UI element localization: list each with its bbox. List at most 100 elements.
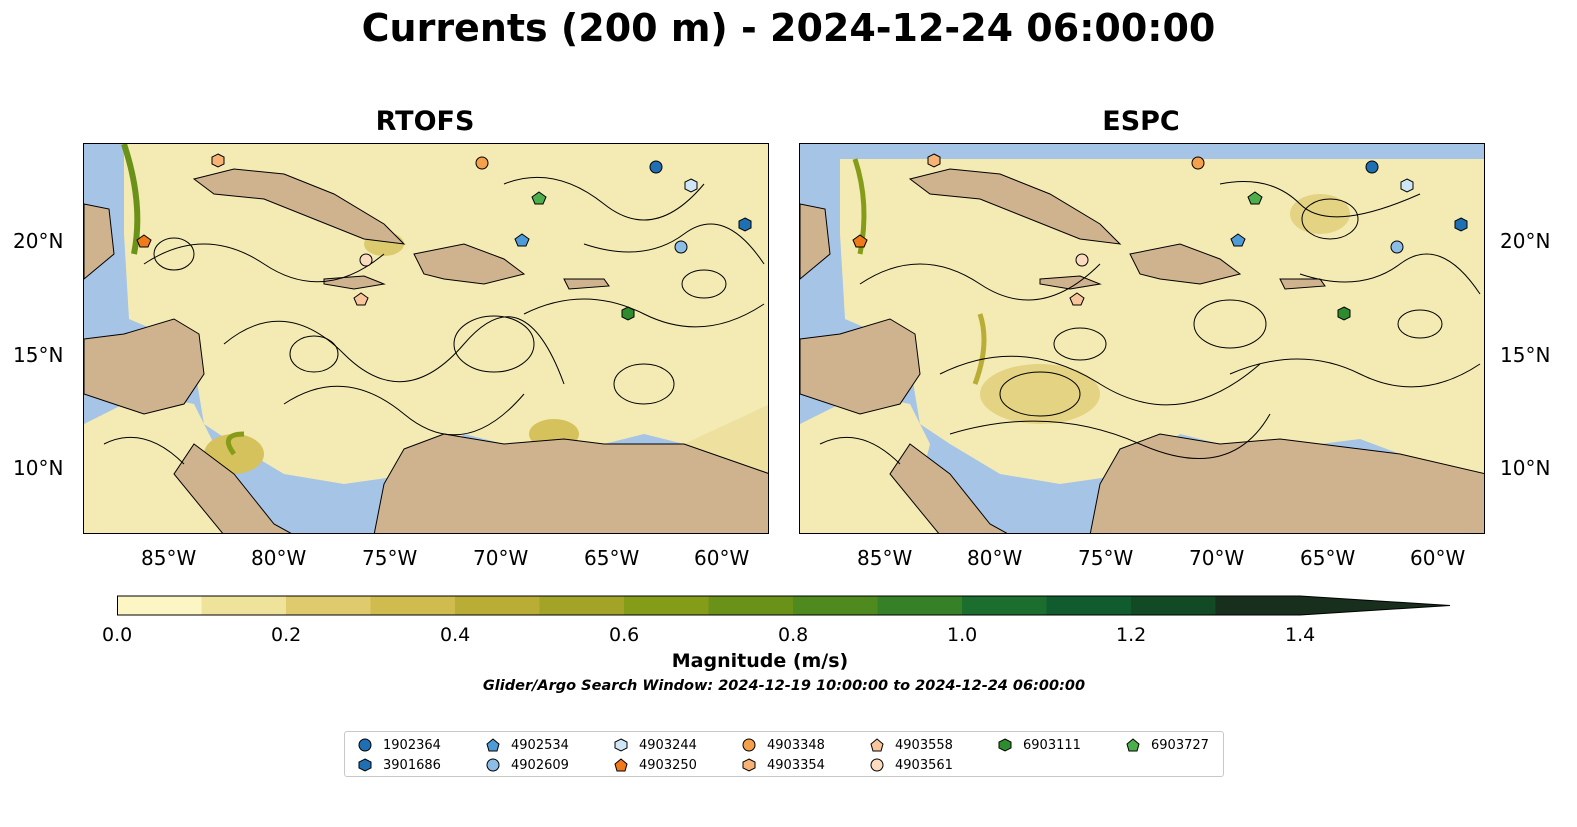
legend-label: 4903354 (767, 757, 825, 773)
colorbar-extend-arrow (1300, 596, 1450, 615)
float-1902364 (1365, 160, 1379, 174)
float-6903111 (1337, 306, 1351, 321)
colorbar-tick-1: 0.2 (271, 624, 302, 646)
figure-title: Currents (200 m) - 2024-12-24 06:00:00 (361, 6, 1216, 50)
legend-label: 6903111 (1023, 737, 1081, 753)
legend-item-4902534: 4902534 (485, 736, 569, 754)
lon-label-75w-left: 75°W (362, 546, 418, 570)
colorbar-segment (201, 596, 287, 615)
lat-label-15n-left: 15°N (13, 343, 64, 367)
legend-item-6903727: 6903727 (1125, 736, 1209, 754)
colorbar-tick-4: 0.8 (778, 624, 809, 646)
float-4903250 (852, 234, 868, 248)
pentagon-marker-icon (1126, 738, 1140, 752)
lon-label-60w-right: 60°W (1410, 546, 1466, 570)
legend-item-1902364: 1902364 (357, 736, 441, 754)
float-4903354 (927, 153, 941, 168)
circle-marker-icon (742, 738, 756, 752)
lat-label-15n-right: 15°N (1500, 343, 1551, 367)
colorbar-segment (1046, 596, 1132, 615)
hexagon-marker-icon (358, 758, 372, 772)
circle-marker-icon (486, 758, 500, 772)
float-4903348 (475, 156, 489, 170)
colorbar-tick-6: 1.2 (1116, 624, 1147, 646)
colorbar-tick-5: 1.0 (947, 624, 978, 646)
lon-label-70w-right: 70°W (1189, 546, 1245, 570)
float-3901686 (738, 217, 752, 232)
colorbar-segment (117, 596, 202, 615)
lon-label-85w-left: 85°W (141, 546, 197, 570)
float-4902534 (1230, 233, 1246, 247)
lat-label-10n-right: 10°N (1500, 456, 1551, 480)
float-4902609 (674, 240, 688, 254)
legend-item-4902609: 4902609 (485, 756, 569, 774)
lat-label-20n-left: 20°N (13, 229, 64, 253)
legend-item-6903111: 6903111 (997, 736, 1081, 754)
legend-label: 4903558 (895, 737, 953, 753)
hexagon-marker-icon (998, 738, 1012, 752)
lon-label-85w-right: 85°W (857, 546, 913, 570)
float-4902609 (1390, 240, 1404, 254)
colorbar-label: Magnitude (m/s) (671, 650, 849, 672)
float-4903561 (1075, 253, 1089, 267)
panel-title-espc: ESPC (1102, 106, 1180, 137)
colorbar-segment (624, 596, 709, 615)
colorbar-segment (1215, 596, 1301, 615)
legend-item-4903561: 4903561 (869, 756, 953, 774)
map-espc[interactable] (799, 143, 1485, 534)
float-3901686 (1454, 217, 1468, 232)
hexagon-marker-icon (742, 758, 756, 772)
colorbar (117, 595, 1451, 616)
colorbar-segment (793, 596, 878, 615)
legend-label: 3901686 (383, 757, 441, 773)
colorbar-segment (708, 596, 794, 615)
float-4903558 (353, 292, 369, 306)
colorbar-segment (1131, 596, 1216, 615)
float-markers (136, 153, 752, 321)
float-4903250 (136, 234, 152, 248)
legend: 1902364 3901686 4902534 4902609 4903244 … (344, 731, 1224, 777)
colorbar-segment (286, 596, 371, 615)
search-window-text: Glider/Argo Search Window: 2024-12-19 10… (482, 678, 1086, 694)
legend-item-4903558: 4903558 (869, 736, 953, 754)
circle-marker-icon (870, 758, 884, 772)
pentagon-marker-icon (614, 758, 628, 772)
float-4903558 (1069, 292, 1085, 306)
colorbar-segment (370, 596, 456, 615)
legend-label: 4903561 (895, 757, 953, 773)
lon-label-65w-right: 65°W (1300, 546, 1356, 570)
colorbar-segment (539, 596, 625, 615)
float-6903727 (531, 191, 547, 205)
legend-label: 4903250 (639, 757, 697, 773)
float-6903727 (1247, 191, 1263, 205)
float-1902364 (649, 160, 663, 174)
legend-item-4903250: 4903250 (613, 756, 697, 774)
colorbar-border (117, 595, 1451, 616)
float-4903354 (211, 153, 225, 168)
legend-label: 6903727 (1151, 737, 1209, 753)
map-rtofs-canvas (84, 144, 768, 533)
map-rtofs[interactable] (83, 143, 769, 534)
lat-label-10n-left: 10°N (13, 456, 64, 480)
lon-label-80w-right: 80°W (967, 546, 1023, 570)
float-6903111 (621, 306, 635, 321)
float-markers (852, 153, 1468, 321)
lon-label-60w-left: 60°W (694, 546, 750, 570)
float-4903348 (1191, 156, 1205, 170)
lon-label-65w-left: 65°W (584, 546, 640, 570)
pentagon-marker-icon (870, 738, 884, 752)
colorbar-segment (455, 596, 540, 615)
hexagon-marker-icon (614, 738, 628, 752)
map-espc-canvas (800, 144, 1484, 533)
colorbar-tick-7: 1.4 (1285, 624, 1316, 646)
panel-title-rtofs: RTOFS (375, 106, 475, 137)
legend-item-4903354: 4903354 (741, 756, 825, 774)
colorbar-segment (877, 596, 963, 615)
lon-label-80w-left: 80°W (251, 546, 307, 570)
colorbar-tick-2: 0.4 (440, 624, 471, 646)
lat-label-20n-right: 20°N (1500, 229, 1551, 253)
lon-label-70w-left: 70°W (473, 546, 529, 570)
legend-item-3901686: 3901686 (357, 756, 441, 774)
float-4902534 (514, 233, 530, 247)
legend-item-4903244: 4903244 (613, 736, 697, 754)
